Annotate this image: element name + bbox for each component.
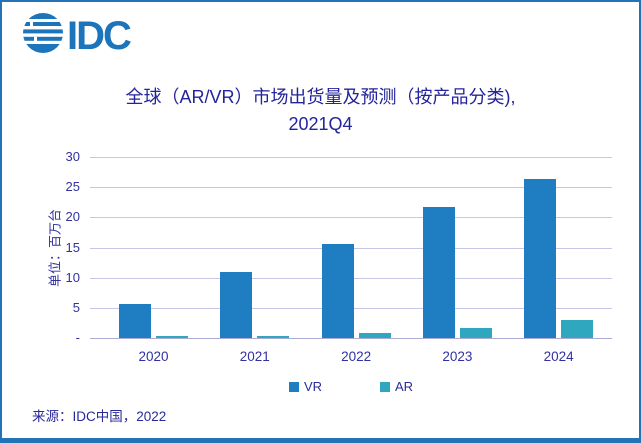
chart-title-line1: 全球（AR/VR）市场出货量及预测（按产品分类), xyxy=(125,87,516,107)
idc-globe-icon xyxy=(22,12,64,59)
legend-item-vr: VR xyxy=(288,379,322,394)
y-tick-label: 20 xyxy=(65,209,80,225)
bar-vr-2023 xyxy=(422,207,455,338)
y-tick-label: 30 xyxy=(65,149,80,164)
legend-swatch-ar xyxy=(380,381,390,392)
bar-vr-2024 xyxy=(524,178,557,338)
plot-area xyxy=(90,157,612,339)
gridline xyxy=(90,217,612,219)
bar-ar-2024 xyxy=(561,319,594,338)
idc-logo-text: IDC xyxy=(67,13,132,58)
legend-label-ar: AR xyxy=(395,379,414,394)
gridline xyxy=(90,157,612,158)
gridline xyxy=(90,187,612,189)
legend-item-ar: AR xyxy=(380,379,413,394)
bar-ar-2021 xyxy=(257,335,290,338)
bar-vr-2021 xyxy=(220,272,253,338)
bar-ar-2023 xyxy=(459,328,492,338)
y-tick-label: 25 xyxy=(65,179,80,195)
source-note: 来源：IDC中国，2022 xyxy=(32,409,167,424)
x-tick-label: 2021 xyxy=(239,349,270,364)
y-tick-label: 10 xyxy=(65,269,80,285)
bar-ar-2022 xyxy=(358,333,391,338)
x-tick-label: 2020 xyxy=(138,349,169,364)
x-tick-label: 2022 xyxy=(341,349,372,364)
chart-title: 全球（AR/VR）市场出货量及预测（按产品分类), 2021Q4 xyxy=(2,84,639,138)
y-tick-label: 15 xyxy=(65,239,80,255)
x-tick-label: 2023 xyxy=(442,349,473,364)
y-tick-label: 5 xyxy=(72,299,80,315)
bar-vr-2020 xyxy=(119,304,151,338)
x-tick-label: 2024 xyxy=(543,349,574,364)
idc-logo: IDC xyxy=(22,12,132,59)
y-tick-label: - xyxy=(75,330,80,345)
bar-ar-2020 xyxy=(156,336,188,338)
legend: VR AR xyxy=(90,379,612,394)
legend-swatch-vr xyxy=(288,381,299,392)
chart-title-line2: 2021Q4 xyxy=(288,114,353,134)
legend-label-vr: VR xyxy=(303,379,322,394)
bar-vr-2022 xyxy=(321,244,354,338)
